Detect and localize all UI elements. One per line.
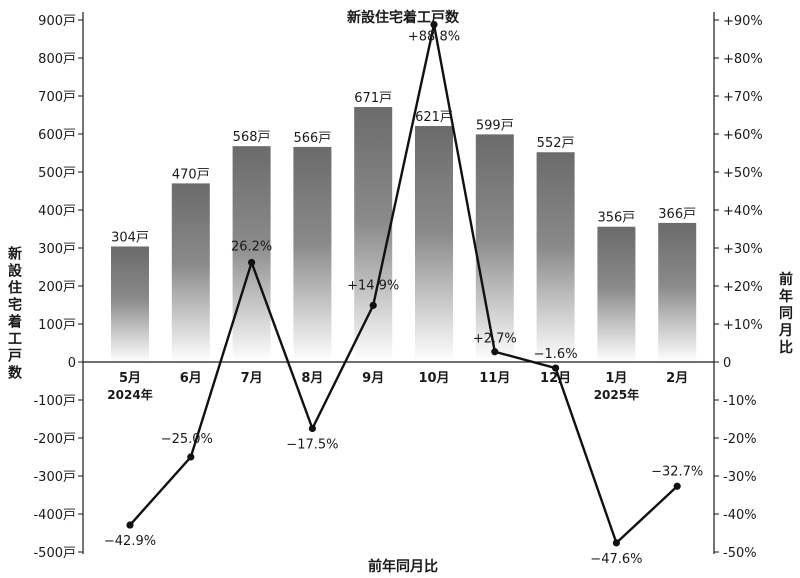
- right-axis-tick-label: -10%: [723, 394, 757, 409]
- left-axis-tick-label: -500戸: [33, 546, 76, 561]
- x-year-label: 2024年: [107, 387, 152, 402]
- right-axis-tick-label: +80%: [723, 52, 763, 67]
- bar-value-label: 470戸: [172, 167, 210, 182]
- yoy-value-label: +88.8%: [408, 30, 460, 45]
- left-axis-tick-label: -400戸: [33, 508, 76, 523]
- yoy-value-label: −32.7%: [651, 464, 703, 479]
- left-axis-tick-label: 600戸: [38, 128, 76, 143]
- right-axis-tick-label: +50%: [723, 166, 763, 181]
- right-axis-title: 前年同月比: [778, 271, 793, 356]
- x-category-label: 12月: [540, 371, 571, 386]
- right-axis-tick-label: -40%: [723, 508, 757, 523]
- bar-5: [415, 126, 453, 363]
- left-axis-tick-label: 200戸: [38, 280, 76, 295]
- bar-value-label: 599戸: [476, 118, 514, 133]
- left-axis-tick-label: 100戸: [38, 318, 76, 333]
- x-category-label: 10月: [418, 371, 449, 386]
- bar-value-label: 568戸: [233, 130, 271, 145]
- left-axis-title-text: 新設住宅着工戸数: [7, 246, 23, 382]
- yoy-value-label: −25.0%: [161, 432, 213, 447]
- x-category-label: 8月: [301, 371, 323, 386]
- yoy-value-label: −1.6%: [534, 347, 578, 362]
- bar-9: [658, 222, 697, 362]
- bar-value-label: 366戸: [658, 207, 696, 222]
- x-category-label: 7月: [241, 371, 263, 386]
- yoy-value-label: 26.2%: [231, 239, 272, 254]
- bar-6: [475, 134, 514, 362]
- right-axis-tick-label: -20%: [723, 432, 757, 447]
- left-axis-tick-label: 500戸: [38, 166, 76, 181]
- left-axis-tick-label: 400戸: [38, 204, 76, 219]
- right-axis-tick-label: +30%: [723, 242, 763, 257]
- right-axis-title-text: 前年同月比: [778, 271, 793, 356]
- yoy-point-0: [126, 521, 134, 529]
- right-axis-tick-label: +90%: [723, 14, 763, 29]
- bar-value-label: 552戸: [537, 136, 575, 151]
- left-axis-tick-label: -300戸: [33, 470, 76, 485]
- bar-value-label: 304戸: [111, 230, 149, 245]
- yoy-value-label: −47.6%: [590, 552, 642, 567]
- right-axis-tick-label: +40%: [723, 204, 763, 219]
- right-axis-tick-label: +20%: [723, 280, 763, 295]
- right-axis-tick-label: -50%: [723, 546, 757, 561]
- yoy-point-4: [369, 301, 377, 309]
- x-category-label: 2月: [666, 371, 688, 386]
- left-axis-tick-label: 300戸: [38, 242, 76, 257]
- bar-4: [354, 107, 393, 363]
- yoy-value-label: +14.9%: [347, 278, 399, 293]
- left-axis-tick-label: 800戸: [38, 52, 76, 67]
- left-axis-tick-label: 900戸: [38, 14, 76, 29]
- bar-value-label: 566戸: [293, 131, 331, 146]
- yoy-value-label: −17.5%: [286, 438, 338, 453]
- left-axis-tick-label: -200戸: [33, 432, 76, 447]
- yoy-point-3: [308, 424, 316, 433]
- yoy-point-6: [491, 348, 499, 356]
- yoy-point-7: [552, 364, 560, 372]
- bar-8: [597, 226, 636, 362]
- x-year-label: 2025年: [594, 387, 639, 402]
- x-category-label: 11月: [479, 371, 510, 386]
- left-axis-tick-label: -100戸: [33, 394, 76, 409]
- x-category-label: 1月: [605, 371, 627, 386]
- right-axis-tick-label: -30%: [723, 470, 757, 485]
- yoy-point-8: [612, 539, 621, 547]
- bar-0: [111, 246, 149, 362]
- yoy-value-label: −42.9%: [104, 534, 156, 549]
- bar-7: [536, 152, 575, 362]
- bar-1: [171, 183, 210, 362]
- yoy-line: [129, 24, 679, 546]
- right-axis-tick-label: +70%: [723, 90, 763, 105]
- right-axis-tick-label: 0: [723, 356, 731, 371]
- x-category-label: 5月: [119, 371, 141, 386]
- bar-value-label: 671戸: [354, 91, 392, 106]
- left-axis-tick-label: 0: [68, 356, 76, 371]
- yoy-point-5: [430, 20, 438, 29]
- left-axis-title: 新設住宅着工戸数: [7, 246, 23, 382]
- bar-3: [293, 146, 332, 362]
- left-axis-tick-label: 700戸: [38, 90, 76, 105]
- right-axis-tick-label: +60%: [723, 128, 763, 143]
- x-category-label: 6月: [180, 371, 202, 386]
- x-category-label: 9月: [362, 371, 384, 386]
- bar-value-label: 621戸: [415, 110, 453, 125]
- x-axis-title: 前年同月比: [368, 558, 438, 575]
- yoy-point-9: [673, 482, 681, 490]
- bar-2: [232, 146, 271, 362]
- yoy-point-1: [187, 453, 195, 461]
- yoy-value-label: +2.7%: [473, 332, 517, 347]
- yoy-point-2: [248, 258, 256, 267]
- bar-value-label: 356戸: [597, 211, 635, 226]
- chart-title: 新設住宅着工戸数: [347, 9, 460, 26]
- right-axis-tick-label: +10%: [723, 318, 763, 333]
